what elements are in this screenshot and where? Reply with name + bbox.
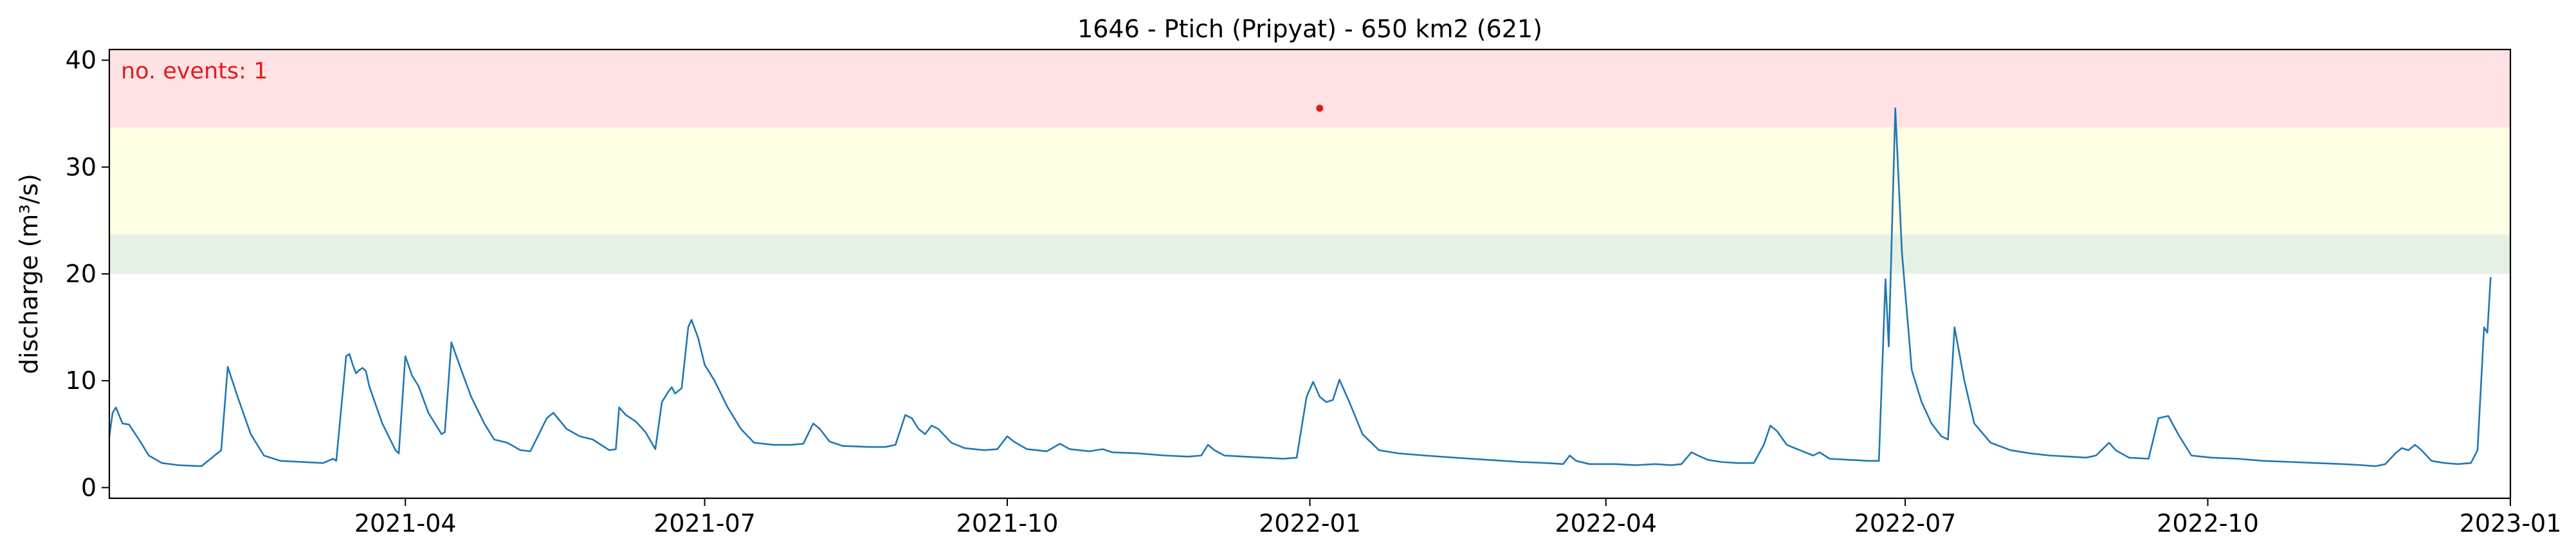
x-axis: 2021-04 2021-07 2021-10 2022-01 2022-04 2022-… [354, 498, 2562, 537]
series-layer [108, 107, 2492, 467]
event-count-annotation: no. events: 1 [121, 59, 268, 84]
y-tick-label: 20 [66, 260, 96, 288]
series-line-1 [108, 107, 2492, 467]
event-marker [1316, 104, 1324, 112]
x-tick-label: 2022-07 [1854, 509, 1957, 537]
threshold-bands [109, 50, 2510, 274]
x-tick-label: 2022-10 [2157, 509, 2259, 537]
y-axis-label: discharge (m³/s) [15, 174, 43, 374]
threshold-band-2 [109, 127, 2510, 235]
x-tick-label: 2021-07 [653, 509, 756, 537]
y-tick-label: 10 [66, 366, 96, 395]
x-tick-label: 2022-01 [1259, 509, 1361, 537]
x-tick-label: 2023-01 [2460, 509, 2562, 537]
threshold-band-3 [109, 50, 2510, 128]
x-tick-label: 2022-04 [1555, 509, 1657, 537]
threshold-band-1 [109, 234, 2510, 274]
y-tick-label: 40 [66, 46, 96, 75]
y-axis: 0 10 20 30 40 [66, 46, 109, 501]
y-tick-label: 30 [66, 153, 96, 181]
x-tick-label: 2021-04 [354, 509, 457, 537]
y-tick-label: 0 [81, 473, 96, 501]
x-tick-label: 2021-10 [956, 509, 1059, 537]
chart-title: 1646 - Ptich (Pripyat) - 650 km2 (621) [1077, 15, 1542, 43]
event-marker-layer [1316, 104, 1324, 112]
